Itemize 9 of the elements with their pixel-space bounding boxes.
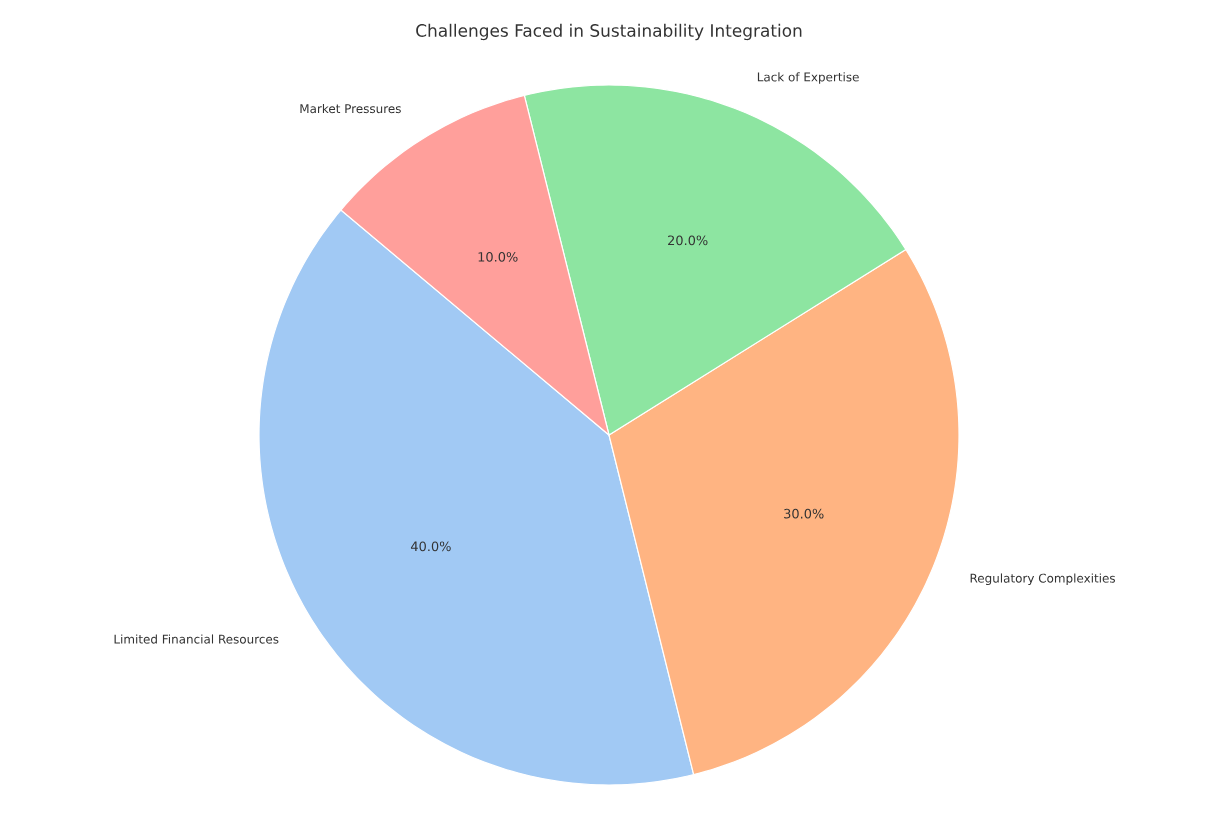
data-label: 10.0%	[478, 252, 518, 262]
chart-title: Challenges Faced in Sustainability Integration	[416, 23, 802, 41]
slice-label: Limited Financial Resources	[114, 634, 279, 644]
data-label: 20.0%	[668, 235, 708, 246]
data-label: 30.0%	[784, 508, 824, 519]
slice-label: Regulatory Complexities	[970, 573, 1116, 585]
data-label: 40.0%	[410, 541, 451, 552]
slice-label: Market Pressures	[300, 103, 401, 114]
slice-label: Lack of Expertise	[757, 72, 859, 84]
